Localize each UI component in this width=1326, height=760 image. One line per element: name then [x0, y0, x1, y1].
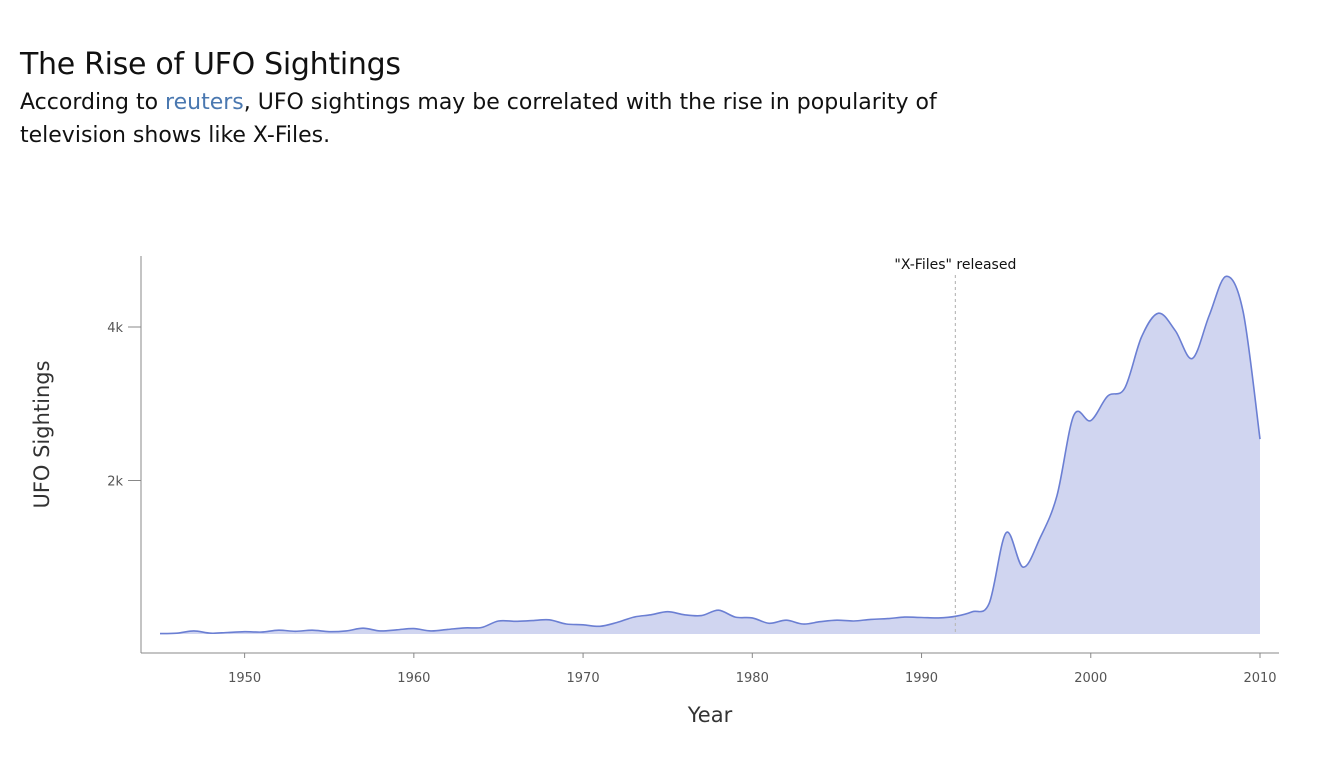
chart-header: The Rise of UFO Sightings According to r…: [20, 44, 1020, 152]
area-fill: [160, 276, 1260, 634]
subtitle-text-before: According to: [20, 90, 166, 115]
x-tick-label-1960: 1960: [397, 671, 430, 686]
reuters-link[interactable]: reuters: [165, 90, 244, 115]
series-line: [159, 275, 1261, 635]
subtitle-text-after: , UFO sightings may be correlated with t…: [20, 90, 937, 148]
x-tick-label-2000: 2000: [1074, 671, 1107, 686]
y-tick-label-2000: 2k: [107, 475, 123, 490]
x-tick-label-2010: 2010: [1243, 671, 1276, 686]
x-tick-label-1970: 1970: [567, 671, 600, 686]
plot-area: [159, 275, 1261, 635]
x-files-release-label: "X-Files" released: [894, 257, 1016, 273]
chart-title: The Rise of UFO Sightings: [20, 47, 401, 82]
x-axis: 1950 1960 1970 1980 1990 2000 2010: [141, 652, 1279, 686]
y-tick-label-4000: 4k: [107, 321, 123, 336]
y-axis: 2k 4k: [107, 256, 142, 653]
chart-subtitle: According to reuters, UFO sightings may …: [20, 86, 1020, 152]
x-tick-label-1950: 1950: [228, 671, 261, 686]
x-axis-title: Year: [687, 703, 733, 727]
y-axis-title: UFO Sightings: [30, 360, 54, 508]
x-tick-label-1980: 1980: [736, 671, 769, 686]
x-tick-label-1990: 1990: [905, 671, 938, 686]
